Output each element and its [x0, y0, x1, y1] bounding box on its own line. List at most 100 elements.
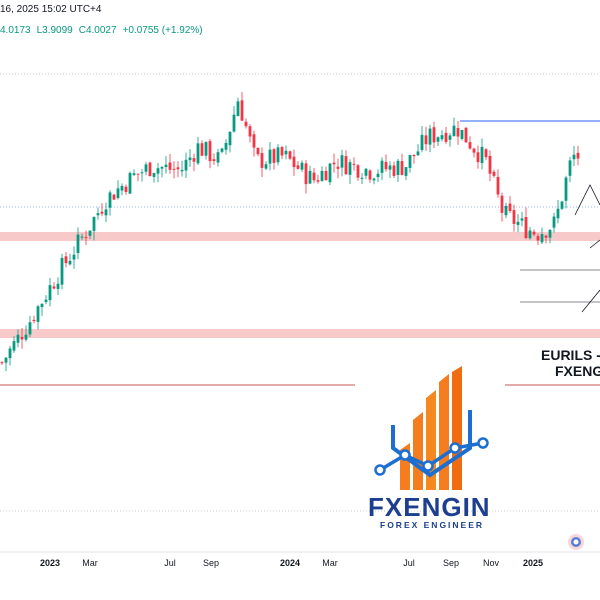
candle-bearish — [200, 143, 204, 156]
logo-node — [449, 442, 461, 454]
candle-bullish — [4, 357, 8, 363]
candle-bearish — [136, 173, 140, 175]
logo-tagline-text: FOREX ENGINEER — [380, 520, 484, 530]
candle-bearish — [256, 147, 260, 155]
ohlc-low: L3.9099 — [36, 25, 73, 36]
candle-bearish — [472, 148, 476, 153]
candle-bearish — [492, 171, 496, 176]
candle-bullish — [104, 209, 108, 216]
candle-bearish — [468, 142, 472, 149]
candle-bullish — [460, 129, 464, 139]
candle-bullish — [320, 170, 324, 181]
candle-bullish — [360, 177, 364, 179]
candle-bullish — [504, 205, 508, 216]
candle-bullish — [560, 201, 564, 209]
x-tick-label: Nov — [483, 558, 500, 568]
candle-bullish — [56, 283, 60, 289]
candle-bearish — [496, 176, 500, 195]
candle-bullish — [408, 155, 412, 168]
candle-bullish — [80, 236, 84, 238]
candle-bearish — [240, 100, 244, 121]
x-tick-label: Mar — [82, 558, 98, 568]
candle-bullish — [116, 188, 120, 199]
candle-bullish — [16, 334, 20, 343]
candle-bullish — [156, 168, 160, 174]
header-datetime: 16, 2025 15:02 UTC+4 — [0, 4, 102, 15]
candle-bullish — [348, 162, 352, 175]
candle-bearish — [336, 166, 340, 169]
candle-bearish — [100, 211, 104, 214]
x-tick-label: Sep — [443, 558, 459, 568]
candle-bearish — [248, 126, 252, 137]
candle-bullish — [224, 142, 228, 150]
candle-bullish — [568, 160, 572, 176]
candle-bullish — [404, 167, 408, 176]
candle-bullish — [144, 164, 148, 172]
candle-bullish — [92, 217, 96, 231]
candle-bullish — [552, 216, 556, 228]
candle-bullish — [132, 173, 136, 175]
candle-bearish — [244, 121, 248, 127]
candle-bullish — [308, 170, 312, 184]
candle-bearish — [500, 195, 504, 213]
tradingview-badge-icon[interactable] — [568, 534, 584, 550]
candle-bullish — [108, 192, 112, 208]
candle-bullish — [12, 341, 16, 351]
candle-bearish — [384, 161, 388, 170]
candle-bullish — [48, 285, 52, 301]
candle-bearish — [332, 162, 336, 165]
candle-bullish — [388, 165, 392, 170]
candle-bullish — [328, 163, 332, 183]
candle-bearish — [112, 194, 116, 200]
candle-bullish — [188, 157, 192, 161]
ohlc-high: 4.0173 — [0, 25, 31, 36]
fxengin-logo: FXENGIN FOREX ENGINEER — [368, 366, 490, 530]
candle-bullish — [364, 168, 368, 176]
candle-bearish — [316, 180, 320, 182]
candle-bullish — [72, 254, 76, 260]
candle-bullish — [152, 173, 156, 177]
candle-bearish — [368, 170, 372, 180]
x-tick-label: Jul — [403, 558, 415, 568]
candle-bullish — [548, 229, 552, 238]
candle-bearish — [52, 286, 56, 289]
candle-bearish — [356, 165, 360, 178]
candle-bearish — [476, 152, 480, 163]
candle-bearish — [260, 153, 264, 168]
x-tick-label: 2025 — [523, 558, 543, 568]
candle-bullish — [24, 334, 28, 340]
candle-bullish — [76, 234, 80, 254]
candle-bullish — [160, 166, 164, 169]
candle-bullish — [204, 141, 208, 156]
candle-bullish — [140, 172, 144, 174]
projection-arrow-up — [574, 184, 600, 216]
candle-bullish — [376, 173, 380, 178]
candle-bullish — [8, 348, 12, 359]
candles-group — [0, 92, 580, 372]
x-tick-label: Mar — [322, 558, 338, 568]
candle-bearish — [352, 163, 356, 165]
candle-bearish — [444, 132, 448, 142]
candle-bullish — [480, 146, 484, 164]
candle-bullish — [564, 177, 568, 201]
candle-bullish — [372, 178, 376, 181]
resistance-zone — [0, 232, 600, 241]
x-tick-label: 2023 — [40, 558, 60, 568]
candle-bearish — [536, 236, 540, 241]
ohlc-close: C4.0027 — [78, 25, 117, 36]
candle-bearish — [344, 156, 348, 175]
logo-node — [399, 449, 411, 461]
candle-bearish — [464, 127, 468, 143]
candle-bullish — [380, 160, 384, 173]
candle-bearish — [272, 149, 276, 163]
candle-bearish — [124, 186, 128, 192]
projection-arrow-mid — [589, 239, 600, 249]
candle-bearish — [304, 163, 308, 185]
candle-bearish — [392, 165, 396, 176]
candle-bearish — [176, 167, 180, 170]
candle-bullish — [220, 148, 224, 152]
candle-bullish — [68, 260, 72, 265]
candle-bullish — [268, 149, 272, 164]
pair-label-line1: EURILS - — [541, 347, 600, 363]
